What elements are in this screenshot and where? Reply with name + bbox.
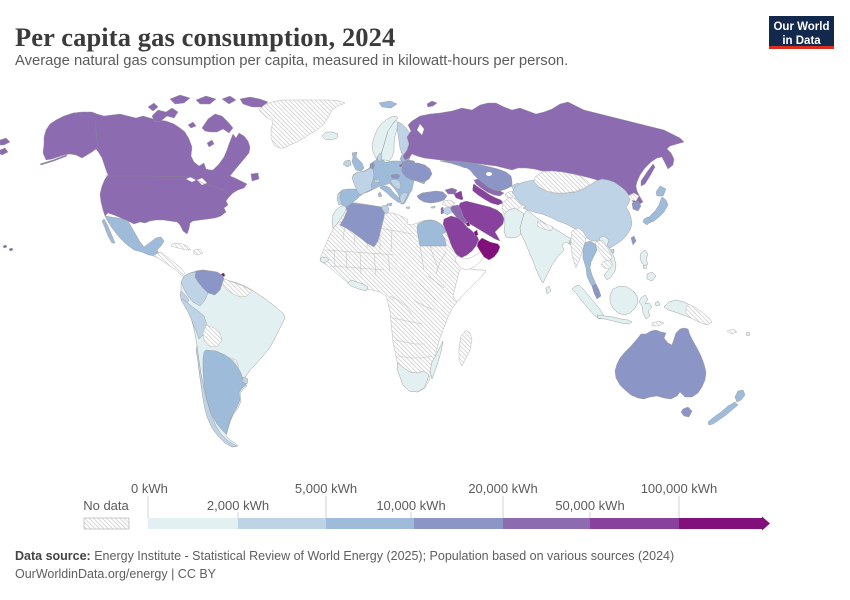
svg-text:2,000 kWh: 2,000 kWh (207, 498, 269, 513)
svg-text:10,000 kWh: 10,000 kWh (376, 498, 445, 513)
svg-text:20,000 kWh: 20,000 kWh (468, 481, 537, 496)
svg-text:0 kWh: 0 kWh (131, 481, 168, 496)
svg-text:No data: No data (83, 498, 129, 513)
svg-text:100,000 kWh: 100,000 kWh (641, 481, 718, 496)
svg-text:5,000 kWh: 5,000 kWh (295, 481, 357, 496)
svg-text:50,000 kWh: 50,000 kWh (555, 498, 624, 513)
